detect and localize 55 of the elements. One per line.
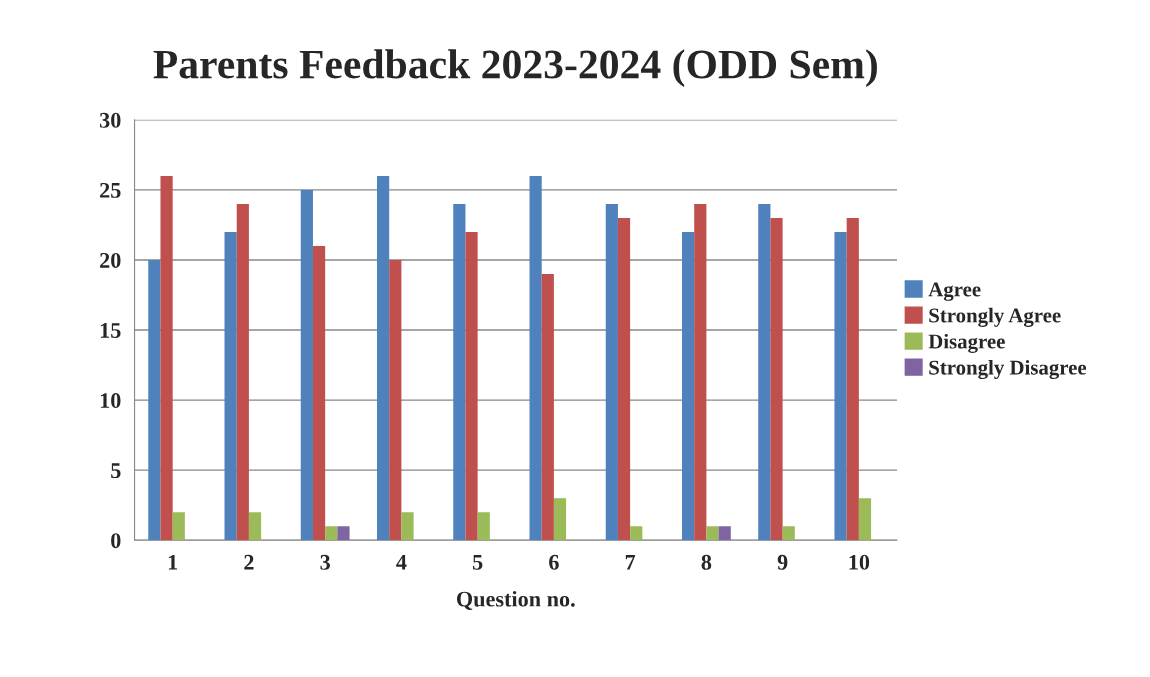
y-tick-label: 10 <box>100 393 121 409</box>
x-tick-label: 3 <box>320 554 330 570</box>
x-tick-label: 9 <box>777 554 788 570</box>
bar <box>300 189 313 541</box>
bar <box>453 203 466 541</box>
bar <box>681 231 695 541</box>
bar <box>401 512 414 541</box>
bar <box>617 217 631 541</box>
x-axis-title: Question no. <box>456 590 575 610</box>
legend-label: Agree <box>928 282 981 301</box>
bar <box>834 231 847 541</box>
x-tick-label: 6 <box>549 554 559 570</box>
bar <box>846 217 859 541</box>
y-tick-label: 25 <box>100 182 121 198</box>
bar <box>694 203 707 541</box>
bar <box>148 259 161 541</box>
bar <box>377 175 390 541</box>
x-tick-label: 1 <box>168 554 178 570</box>
x-tick-label: 2 <box>244 554 254 570</box>
x-tick-label: 4 <box>396 554 407 570</box>
x-tick-label: 10 <box>849 554 870 570</box>
bar <box>630 526 643 541</box>
y-tick-label: 30 <box>99 112 121 128</box>
y-tick-label: 0 <box>111 533 121 549</box>
x-tick-label: 7 <box>625 555 636 570</box>
bar <box>224 231 237 541</box>
bar <box>758 203 771 541</box>
bar <box>541 273 554 541</box>
bar <box>172 512 185 541</box>
bar <box>477 512 490 541</box>
y-tick-label: 5 <box>111 463 121 479</box>
bar <box>236 203 249 541</box>
bar <box>160 175 173 541</box>
y-tick-label: 15 <box>100 323 121 338</box>
x-tick-label: 5 <box>472 555 483 570</box>
x-tick-label: 8 <box>701 554 712 570</box>
legend-label: Strongly Agree <box>929 307 1061 327</box>
chart-title: Parents Feedback 2023-2024 (ODD Sem) <box>153 49 877 88</box>
bar <box>782 526 795 541</box>
bar <box>718 526 731 541</box>
bar <box>389 259 402 541</box>
bar <box>529 175 542 541</box>
bar <box>312 245 326 541</box>
bar <box>605 203 618 541</box>
bar <box>858 498 872 541</box>
bar <box>553 498 567 541</box>
bar <box>325 526 338 541</box>
legend-label: Disagree <box>928 333 1005 353</box>
bar <box>465 231 478 541</box>
bar <box>770 217 783 541</box>
bar <box>706 526 719 541</box>
bar <box>337 526 350 541</box>
legend-label: Strongly Disagree <box>929 359 1087 380</box>
bar <box>248 512 262 541</box>
y-tick-label: 20 <box>100 252 121 268</box>
